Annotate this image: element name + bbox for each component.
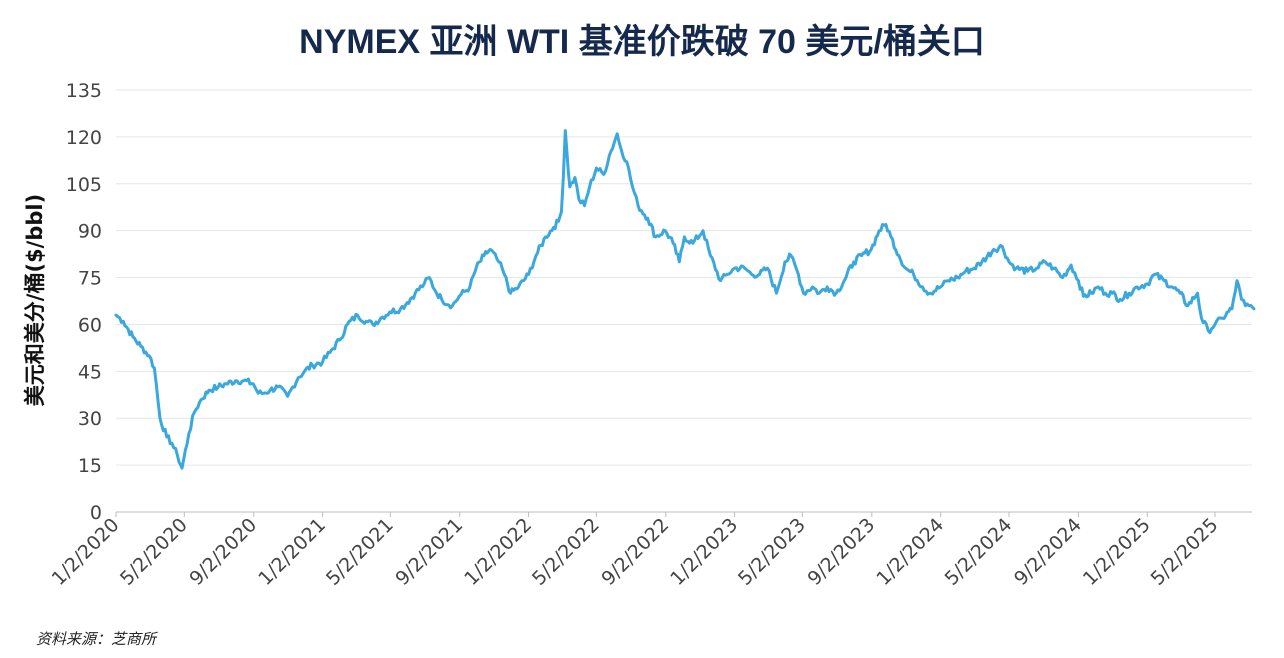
x-tick-label: 1/2/2020 <box>48 514 124 590</box>
y-tick-label: 90 <box>78 221 102 243</box>
y-axis-ticks: 0 15 30 45 60 75 90 105 120 135 <box>66 80 102 524</box>
grid-lines <box>116 89 1252 513</box>
y-tick-label: 30 <box>78 408 102 430</box>
y-tick-label: 0 <box>90 502 102 524</box>
x-axis-ticks: 1/2/20205/2/20209/2/20201/2/20215/2/2021… <box>48 512 1223 590</box>
x-tick-label: 5/2/2021 <box>322 514 398 590</box>
x-tick-label: 1/2/2023 <box>666 514 742 590</box>
x-tick-label: 5/2/2025 <box>1147 514 1223 590</box>
x-tick-label: 9/2/2023 <box>803 514 879 590</box>
x-tick-label: 5/2/2023 <box>734 514 810 590</box>
chart-title: NYMEX 亚洲 WTI 基准价跌破 70 美元/桶关口 <box>299 23 985 61</box>
x-tick-label: 9/2/2021 <box>391 514 467 590</box>
y-tick-label: 60 <box>78 314 102 336</box>
x-tick-label: 1/2/2025 <box>1079 514 1155 590</box>
y-tick-label: 135 <box>66 80 102 102</box>
x-tick-label: 9/2/2020 <box>185 514 261 590</box>
y-axis-label: 美元和美分/桶($/bbl) <box>23 194 47 406</box>
x-tick-label: 1/2/2024 <box>872 514 948 590</box>
x-tick-label: 9/2/2024 <box>1010 514 1086 590</box>
wti-price-line <box>114 129 1256 470</box>
x-tick-label: 5/2/2020 <box>116 514 192 590</box>
source-note: 资料来源：芝商所 <box>36 630 157 648</box>
x-tick-label: 5/2/2024 <box>941 514 1017 590</box>
y-tick-label: 120 <box>66 127 102 149</box>
x-tick-label: 9/2/2022 <box>597 514 673 590</box>
y-tick-label: 105 <box>66 174 102 196</box>
y-tick-label: 45 <box>78 361 102 383</box>
x-tick-label: 5/2/2022 <box>528 514 604 590</box>
y-tick-label: 75 <box>78 268 102 290</box>
x-tick-label: 1/2/2022 <box>460 514 536 590</box>
y-tick-label: 15 <box>78 455 102 477</box>
x-tick-label: 1/2/2021 <box>254 514 330 590</box>
